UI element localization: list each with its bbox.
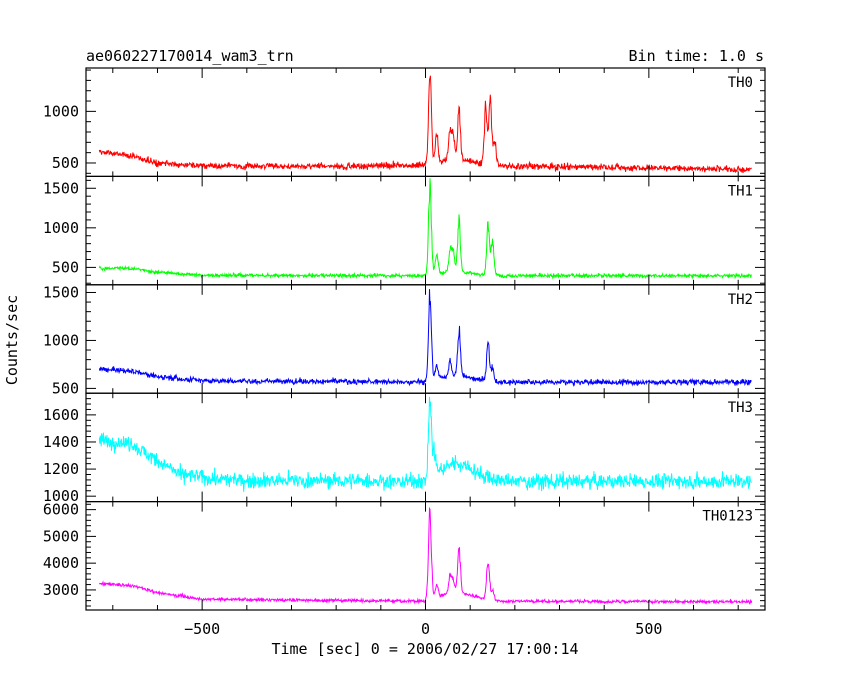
panel-frame <box>85 284 766 394</box>
series-th1 <box>98 178 753 280</box>
y-tick-label: 4000 <box>43 554 79 572</box>
panel-frame <box>85 67 766 178</box>
series-th0123 <box>98 506 753 606</box>
series-th3 <box>98 396 752 492</box>
y-tick-label: 6000 <box>43 501 79 519</box>
y-tick-label: 1000 <box>43 102 79 120</box>
y-tick-label: 1000 <box>43 487 79 505</box>
y-tick-label: 500 <box>52 258 79 276</box>
y-tick-label: 1500 <box>43 283 79 301</box>
panel-frame <box>85 175 766 286</box>
panel-th3: 1000 1200 1400 1600 TH3 <box>43 392 766 505</box>
panel-label: TH1 <box>728 183 753 199</box>
panel-th1: 500 1000 1500 TH1 <box>43 175 766 286</box>
y-tick-label: 1000 <box>43 331 79 349</box>
panel-th2: 500 1000 1500 TH2 <box>43 283 766 397</box>
y-tick-label: 1500 <box>43 179 79 197</box>
bin-time-label: Bin time: 1.0 s <box>629 47 764 65</box>
panel-label: TH3 <box>728 400 753 416</box>
x-tick-label: −500 <box>184 620 220 638</box>
panel-label: TH2 <box>728 292 753 308</box>
y-tick-label: 1200 <box>43 460 79 478</box>
y-tick-label: 1400 <box>43 433 79 451</box>
panel-th0123: 3000 4000 5000 6000 TH0123 <box>43 501 766 611</box>
x-tick-label: 500 <box>635 620 662 638</box>
y-tick-label: 3000 <box>43 581 79 599</box>
y-tick-label: 1000 <box>43 219 79 237</box>
panel-label: TH0 <box>728 75 753 91</box>
y-tick-label: 500 <box>52 154 79 172</box>
series-th2 <box>98 289 752 387</box>
y-tick-label: 500 <box>52 379 79 397</box>
x-tick-label: 0 <box>421 620 430 638</box>
panel-frame <box>85 501 766 611</box>
panel-th0: 500 1000 TH0 <box>43 67 766 178</box>
panel-label: TH0123 <box>702 509 753 525</box>
chart-title: ae060227170014_wam3_trn <box>86 47 294 65</box>
y-tick-label: 1600 <box>43 406 79 424</box>
series-th0 <box>98 75 752 174</box>
y-axis-label: Counts/sec <box>3 295 21 385</box>
x-axis-label: Time [sec] 0 = 2006/02/27 17:00:14 <box>271 640 578 658</box>
y-tick-label: 5000 <box>43 527 79 545</box>
